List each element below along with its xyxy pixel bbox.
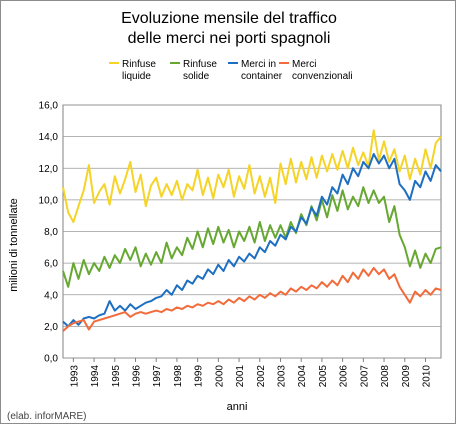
x-tick-label: 2001 [235,365,246,388]
x-axis-label: anni [227,401,248,413]
legend-label-2: Rinfuse [183,59,217,70]
x-tick-label: 2004 [297,365,308,388]
y-tick-label: 0,0 [44,354,58,365]
x-tick-label: 1999 [194,365,205,388]
y-axis-label: milioni di tonnellate [8,198,20,292]
x-tick-label: 1993 [69,365,80,388]
x-tick-label: 2000 [214,365,225,388]
x-axis-ticks: 1993 1994 1995 1996 1997 1998 1999 2000 2001 2002… [69,358,432,387]
legend-label-3: container [241,71,283,82]
x-tick-label: 2003 [276,365,287,388]
series-lines [62,129,442,332]
series-line-2 [62,186,442,288]
y-tick-label: 16,0 [39,101,59,112]
x-tick-label: 2009 [401,365,412,388]
x-tick-label: 2005 [318,365,329,388]
legend-label-2: solide [183,71,210,82]
chart-title-line-2: delle merci nei porti spagnoli [128,30,331,47]
y-tick-label: 6,0 [44,259,58,270]
legend-label-4: convenzionali [292,71,353,82]
chart-title-line-1: Evoluzione mensile del traffico [121,10,337,27]
legend-label-4: Merci [292,59,316,70]
series-line-3 [62,153,442,328]
x-tick-label: 2007 [359,365,370,388]
x-tick-label: 1997 [152,365,163,388]
credit-note: (elab. inforMARE) [7,411,86,422]
x-tick-label: 2002 [256,365,267,388]
x-tick-label: 1998 [173,365,184,388]
y-tick-label: 14,0 [39,132,59,143]
legend-label-1: liquide [122,71,151,82]
x-tick-label: 1996 [131,365,142,388]
y-tick-label: 2,0 [44,322,58,333]
y-tick-label: 12,0 [39,164,59,175]
y-tick-label: 8,0 [44,227,58,238]
y-tick-label: 10,0 [39,195,59,206]
legend-label-1: Rinfuse [122,59,156,70]
series-line-4 [62,266,442,332]
x-tick-label: 1994 [90,365,101,388]
x-tick-label: 2006 [339,365,350,388]
y-axis-ticks: 0,0 2,0 4,0 6,0 8,0 10,0 12,0 14,0 16,0 [39,101,59,365]
legend-label-3: Merci in [241,59,276,70]
x-tick-label: 2010 [421,365,432,388]
x-tick-label: 1995 [111,365,122,388]
x-tick-label: 2008 [380,365,391,388]
y-tick-label: 4,0 [44,290,58,301]
series-line-1 [62,129,442,223]
